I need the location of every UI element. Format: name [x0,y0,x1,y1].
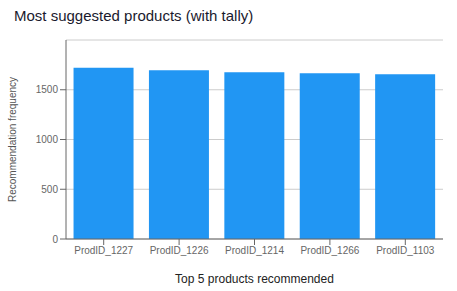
svg-text:0: 0 [52,234,58,245]
svg-text:500: 500 [41,184,58,195]
svg-text:ProdID_1226: ProdID_1226 [150,245,209,256]
svg-text:ProdID_1214: ProdID_1214 [225,245,284,256]
html-text:Most suggested products (with: Most suggested products (with tally) [14,7,254,24]
svg-text:Top 5 products recommended: Top 5 products recommended [175,272,334,286]
svg-text:ProdID_1227: ProdID_1227 [74,245,133,256]
svg-text:Recommendation frequency: Recommendation frequency [8,77,18,202]
svg-text:1500: 1500 [36,84,59,95]
svg-text:ProdID_1266: ProdID_1266 [300,245,359,256]
svg-text:ProdID_1103: ProdID_1103 [376,245,435,256]
svg-text:1000: 1000 [36,134,59,145]
